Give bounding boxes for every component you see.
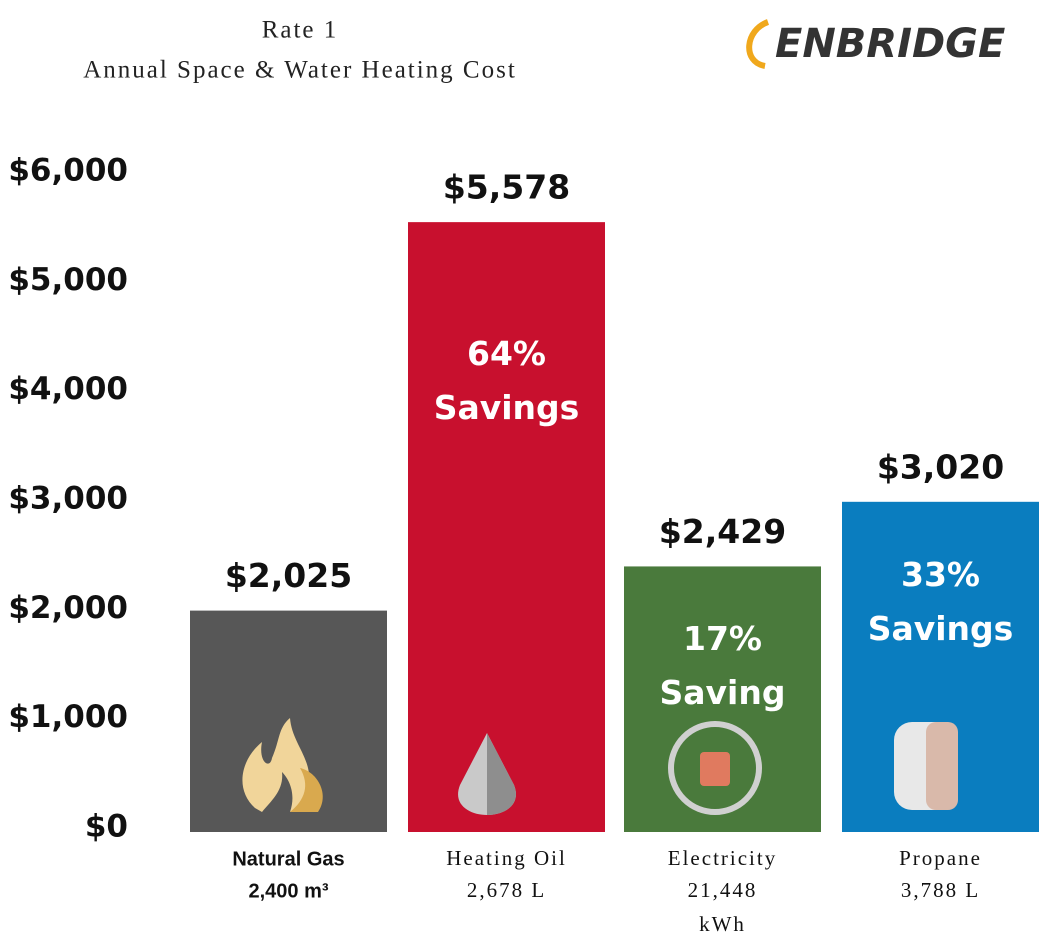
icons <box>242 718 958 815</box>
savings-label: 64% Savings <box>434 334 580 427</box>
logo: ENBRIDGE <box>746 19 1005 69</box>
bar <box>624 566 821 832</box>
chart-subtitle: Annual Space & Water Heating Cost <box>83 57 517 84</box>
x-tick-sublabel: 3,788 L <box>901 878 980 902</box>
value-label: $2,429 <box>659 512 786 551</box>
y-tick-label: $3,000 <box>8 481 128 517</box>
logo-swoosh <box>746 19 770 69</box>
chart-title: Rate 1 <box>262 17 339 44</box>
plug-icon <box>668 721 762 815</box>
flame-icon <box>290 768 323 812</box>
savings-label: 17% Saving <box>660 619 786 712</box>
x-tick-label: Electricity <box>668 846 777 870</box>
y-tick-label: $6,000 <box>8 153 128 189</box>
y-tick-label: $1,000 <box>8 699 128 735</box>
plug-icon <box>700 752 730 786</box>
y-tick-label: $2,000 <box>8 590 128 626</box>
savings-label: 33% Savings <box>868 555 1014 648</box>
flame-icon <box>242 718 310 812</box>
y-tick-label: $5,000 <box>8 262 128 298</box>
drop-icon <box>487 733 516 815</box>
value-label: $5,578 <box>443 168 570 207</box>
x-tick-label: Heating Oil <box>446 846 567 870</box>
tank-icon <box>926 722 958 810</box>
y-tick-label: $0 <box>85 809 128 845</box>
value-label: $2,025 <box>225 556 352 595</box>
logo-text: ENBRIDGE <box>775 21 1005 67</box>
x-tick-sublabel: 21,448 kWh <box>688 878 758 936</box>
x-tick-label: Propane <box>899 846 982 870</box>
y-tick-label: $4,000 <box>8 371 128 407</box>
x-tick-label: Natural Gas <box>232 848 344 870</box>
bar <box>408 222 605 832</box>
x-tick-sublabel: 2,678 L <box>467 878 546 902</box>
value-label: $3,020 <box>877 447 1004 486</box>
x-tick-sublabel: 2,400 m³ <box>248 880 328 902</box>
